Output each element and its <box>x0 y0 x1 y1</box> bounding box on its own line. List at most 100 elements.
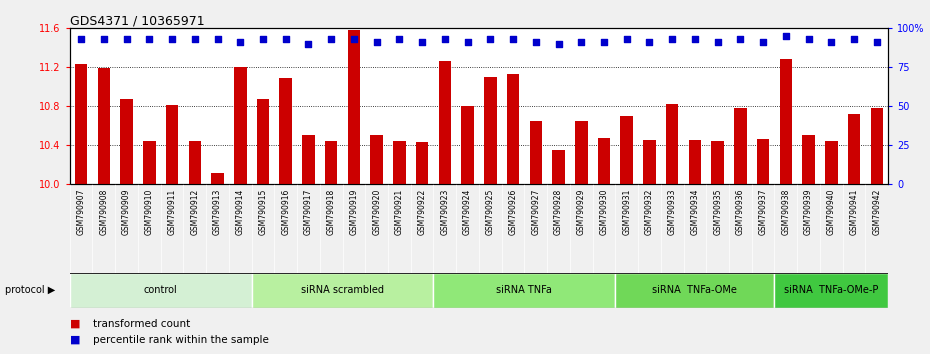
Bar <box>734 108 747 354</box>
Bar <box>416 142 429 354</box>
Text: GSM790939: GSM790939 <box>804 188 813 235</box>
Point <box>733 36 748 42</box>
Point <box>642 40 657 45</box>
Bar <box>252 273 433 308</box>
Point <box>528 40 543 45</box>
Bar <box>120 99 133 354</box>
Text: GSM790922: GSM790922 <box>418 188 427 235</box>
Point <box>73 36 88 42</box>
Text: siRNA TNFa: siRNA TNFa <box>497 285 552 295</box>
Bar <box>711 141 724 354</box>
Point <box>506 36 521 42</box>
Bar <box>775 273 888 308</box>
Text: ■: ■ <box>70 335 80 345</box>
Bar <box>348 30 360 354</box>
Bar <box>529 121 542 354</box>
Bar <box>666 104 678 354</box>
Text: GSM790941: GSM790941 <box>849 188 858 235</box>
Bar <box>370 135 383 354</box>
Bar <box>234 67 246 354</box>
Text: siRNA scrambled: siRNA scrambled <box>301 285 384 295</box>
Bar <box>803 135 815 354</box>
Text: GSM790942: GSM790942 <box>872 188 882 235</box>
Point <box>347 36 362 42</box>
Point <box>460 40 475 45</box>
Point <box>711 40 725 45</box>
Bar <box>507 74 519 354</box>
Bar <box>688 140 701 354</box>
Text: GSM790925: GSM790925 <box>485 188 495 235</box>
Text: siRNA  TNFa-OMe: siRNA TNFa-OMe <box>653 285 737 295</box>
Point <box>415 40 430 45</box>
Point <box>392 36 406 42</box>
Text: GSM790917: GSM790917 <box>304 188 313 235</box>
Point <box>483 36 498 42</box>
Text: ■: ■ <box>70 319 80 329</box>
Bar <box>143 141 155 354</box>
Text: GSM790929: GSM790929 <box>577 188 586 235</box>
Text: GSM790932: GSM790932 <box>644 188 654 235</box>
Bar <box>189 141 201 354</box>
Point <box>437 36 452 42</box>
Text: GSM790914: GSM790914 <box>235 188 245 235</box>
Text: GSM790920: GSM790920 <box>372 188 381 235</box>
Bar <box>616 273 775 308</box>
Text: protocol ▶: protocol ▶ <box>5 285 55 295</box>
Text: GSM790928: GSM790928 <box>554 188 563 235</box>
Text: GSM790933: GSM790933 <box>668 188 677 235</box>
Point <box>801 36 816 42</box>
Text: GSM790935: GSM790935 <box>713 188 723 235</box>
Bar <box>779 59 792 354</box>
Text: GSM790937: GSM790937 <box>759 188 767 235</box>
Text: GSM790916: GSM790916 <box>281 188 290 235</box>
Text: GSM790923: GSM790923 <box>440 188 449 235</box>
Text: siRNA  TNFa-OMe-P: siRNA TNFa-OMe-P <box>784 285 879 295</box>
Point <box>778 33 793 39</box>
Text: GSM790940: GSM790940 <box>827 188 836 235</box>
Point <box>324 36 339 42</box>
Bar <box>848 114 860 354</box>
Text: GSM790938: GSM790938 <box>781 188 790 235</box>
Text: GSM790912: GSM790912 <box>191 188 199 235</box>
Point <box>619 36 634 42</box>
Bar <box>166 105 179 354</box>
Text: transformed count: transformed count <box>93 319 191 329</box>
Bar <box>484 77 497 354</box>
Text: GSM790910: GSM790910 <box>145 188 153 235</box>
Text: GSM790927: GSM790927 <box>531 188 540 235</box>
Point <box>301 41 316 47</box>
Point <box>369 40 384 45</box>
Text: GSM790926: GSM790926 <box>509 188 518 235</box>
Point <box>142 36 157 42</box>
Text: GSM790909: GSM790909 <box>122 188 131 235</box>
Point <box>232 40 247 45</box>
Text: control: control <box>144 285 178 295</box>
Text: GSM790915: GSM790915 <box>259 188 268 235</box>
Bar <box>74 64 87 354</box>
Point <box>119 36 134 42</box>
Point <box>256 36 271 42</box>
Text: GSM790908: GSM790908 <box>100 188 109 235</box>
Bar <box>620 116 633 354</box>
Bar <box>302 135 314 354</box>
Text: GSM790934: GSM790934 <box>690 188 699 235</box>
Bar <box>575 121 588 354</box>
Text: GSM790924: GSM790924 <box>463 188 472 235</box>
Text: GSM790931: GSM790931 <box>622 188 631 235</box>
Point <box>165 36 179 42</box>
Text: GSM790907: GSM790907 <box>76 188 86 235</box>
Bar <box>757 139 769 354</box>
Text: GSM790921: GSM790921 <box>395 188 404 235</box>
Point <box>278 36 293 42</box>
Point <box>665 36 680 42</box>
Bar <box>825 141 838 354</box>
Bar <box>211 173 224 354</box>
Point <box>574 40 589 45</box>
Bar <box>279 78 292 354</box>
Text: GSM790936: GSM790936 <box>736 188 745 235</box>
Point <box>210 36 225 42</box>
Bar <box>552 150 565 354</box>
Bar <box>257 99 269 354</box>
Bar <box>870 108 883 354</box>
Point <box>97 36 112 42</box>
